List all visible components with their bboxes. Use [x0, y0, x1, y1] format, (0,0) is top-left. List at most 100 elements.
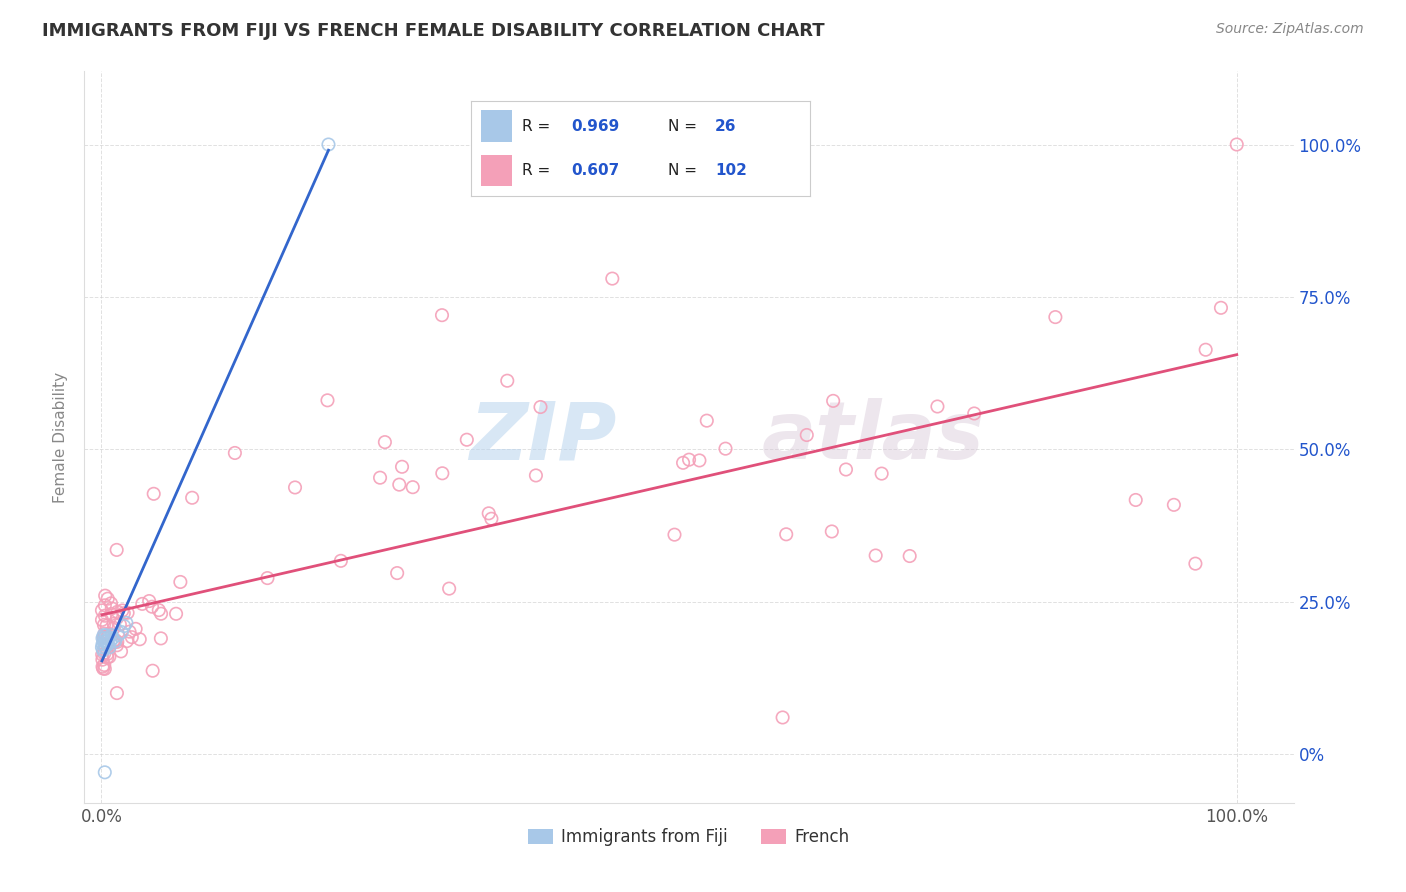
Point	[688, 453, 710, 467]
Point	[100, 601, 122, 615]
Point	[318, 137, 340, 152]
Point	[91, 653, 114, 667]
Point	[98, 640, 121, 655]
Point	[93, 618, 115, 632]
Point	[94, 628, 117, 642]
Point	[94, 599, 117, 613]
Point	[94, 640, 117, 655]
Point	[169, 574, 191, 589]
Point	[138, 594, 160, 608]
Point	[107, 605, 129, 619]
Point	[91, 640, 114, 655]
Point	[437, 582, 460, 596]
Point	[142, 664, 165, 678]
Point	[821, 524, 844, 539]
Point	[898, 549, 921, 563]
Point	[93, 630, 115, 644]
Point	[284, 480, 307, 494]
Point	[100, 596, 122, 610]
Point	[391, 459, 413, 474]
Point	[430, 308, 453, 322]
Point	[111, 603, 134, 617]
Point	[128, 632, 150, 647]
Point	[224, 446, 246, 460]
Point	[105, 542, 128, 557]
Text: Source: ZipAtlas.com: Source: ZipAtlas.com	[1216, 22, 1364, 37]
Point	[927, 400, 949, 414]
Point	[91, 643, 114, 657]
Point	[456, 433, 478, 447]
Point	[600, 271, 623, 285]
Point	[96, 619, 118, 633]
Point	[714, 442, 737, 456]
Point	[97, 630, 120, 644]
Point	[94, 634, 117, 648]
Point	[108, 617, 131, 632]
Point	[402, 480, 425, 494]
Point	[96, 634, 118, 648]
Point	[91, 659, 114, 673]
Point	[121, 630, 143, 644]
Point	[865, 549, 887, 563]
Point	[678, 452, 700, 467]
Point	[91, 648, 114, 662]
Point	[103, 635, 125, 649]
Point	[98, 649, 121, 664]
Point	[963, 407, 986, 421]
Point	[870, 467, 893, 481]
Y-axis label: Female Disability: Female Disability	[53, 371, 69, 503]
Point	[93, 628, 115, 642]
Point	[672, 456, 695, 470]
Point	[148, 603, 170, 617]
Point	[111, 625, 134, 640]
Point	[96, 647, 118, 661]
Point	[823, 393, 845, 408]
Point	[316, 393, 339, 408]
Point	[256, 571, 278, 585]
Point	[94, 608, 117, 623]
Point	[100, 607, 122, 621]
Point	[110, 644, 132, 658]
Point	[524, 468, 547, 483]
Point	[94, 765, 117, 780]
Point	[181, 491, 204, 505]
Point	[479, 512, 502, 526]
Point	[91, 637, 114, 651]
Point	[796, 428, 818, 442]
Point	[835, 462, 858, 476]
Point	[91, 632, 114, 646]
Point	[91, 603, 114, 617]
Point	[432, 467, 454, 481]
Point	[118, 624, 141, 639]
Point	[1195, 343, 1218, 357]
Point	[478, 506, 501, 520]
Point	[1226, 137, 1249, 152]
Point	[696, 414, 718, 428]
Point	[91, 662, 114, 676]
Point	[97, 637, 120, 651]
Point	[96, 637, 118, 651]
Point	[388, 477, 411, 491]
Point	[529, 400, 551, 414]
Point	[329, 554, 352, 568]
Point	[97, 632, 120, 646]
Point	[1209, 301, 1232, 315]
Point	[93, 637, 115, 651]
Point	[93, 647, 115, 661]
Point	[1184, 557, 1206, 571]
Point	[112, 619, 135, 633]
Text: IMMIGRANTS FROM FIJI VS FRENCH FEMALE DISABILITY CORRELATION CHART: IMMIGRANTS FROM FIJI VS FRENCH FEMALE DI…	[42, 22, 825, 40]
Point	[374, 435, 396, 450]
Point	[97, 638, 120, 652]
Point	[94, 632, 117, 646]
Point	[115, 615, 138, 630]
Point	[105, 611, 128, 625]
Point	[104, 634, 127, 648]
Point	[1045, 310, 1067, 324]
Point	[131, 597, 153, 611]
Point	[117, 606, 139, 620]
Point	[105, 635, 128, 649]
Point	[165, 607, 187, 621]
Point	[103, 621, 125, 635]
Point	[94, 589, 117, 603]
